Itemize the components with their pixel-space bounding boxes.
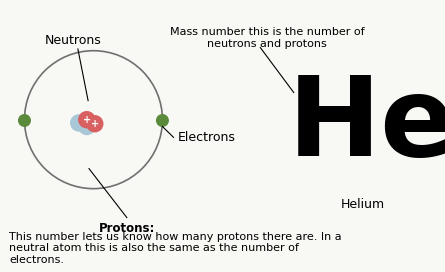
Text: Mass number this is the number of
neutrons and protons: Mass number this is the number of neutro… <box>170 27 364 49</box>
Text: This number lets us know how many protons there are. In a
neutral atom this is a: This number lets us know how many proton… <box>9 232 341 265</box>
Ellipse shape <box>19 115 30 126</box>
Ellipse shape <box>87 116 103 132</box>
Ellipse shape <box>79 119 95 134</box>
Text: 2: 2 <box>300 127 310 142</box>
Text: Electrons: Electrons <box>178 131 236 144</box>
Text: 4: 4 <box>300 84 310 99</box>
Ellipse shape <box>71 115 87 131</box>
Text: Neutrons: Neutrons <box>45 34 102 47</box>
Text: +: + <box>91 119 99 129</box>
Text: +: + <box>83 115 91 125</box>
Text: Helium: Helium <box>340 197 385 211</box>
Text: He: He <box>287 72 445 179</box>
Ellipse shape <box>79 112 95 128</box>
Text: Protons:: Protons: <box>99 222 155 235</box>
Ellipse shape <box>157 115 168 126</box>
